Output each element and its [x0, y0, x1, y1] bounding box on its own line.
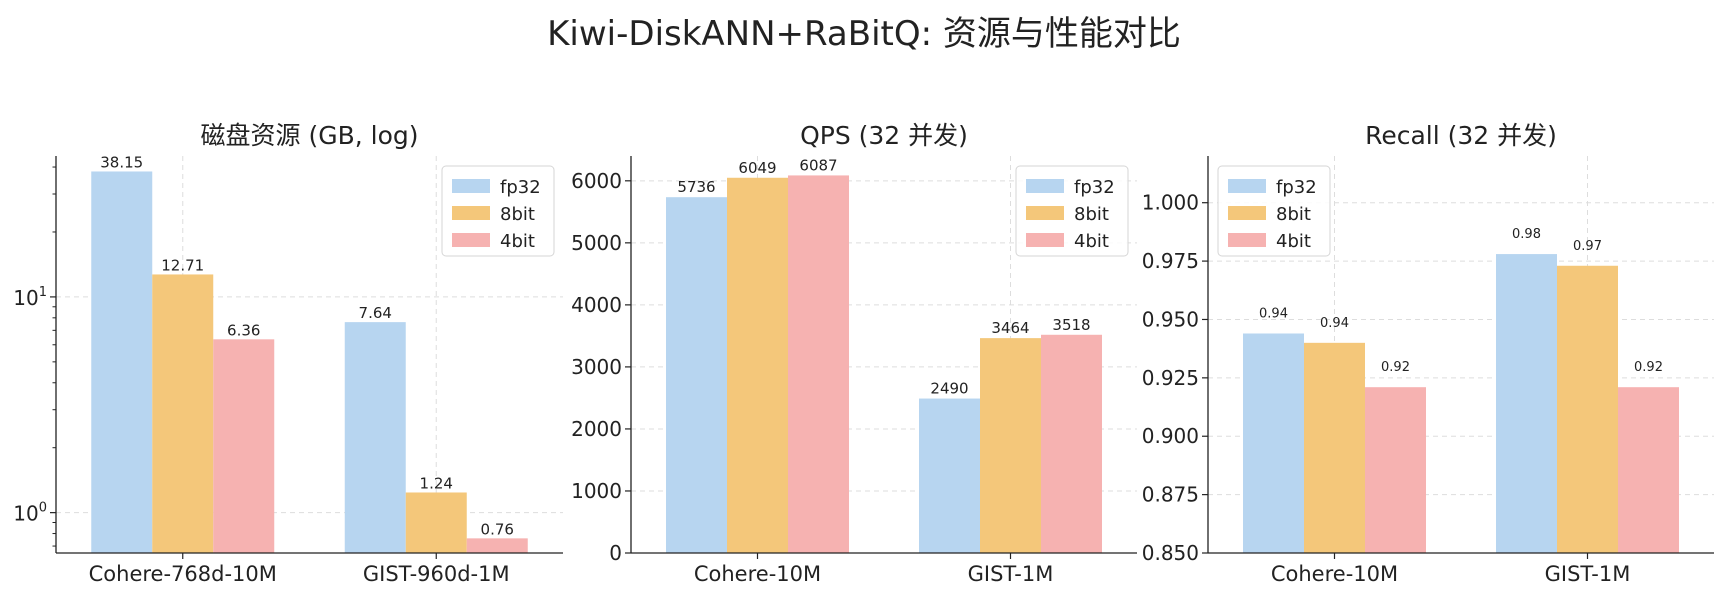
data-label: 2490	[930, 380, 968, 398]
y-tick-label: 100	[13, 501, 47, 526]
data-label: 0.76	[481, 520, 514, 538]
data-label: 0.92	[1381, 360, 1410, 375]
data-label: 0.97	[1573, 239, 1602, 254]
data-label: 5736	[677, 178, 715, 196]
data-label: 3518	[1052, 316, 1090, 334]
bar-8bit	[727, 177, 788, 554]
data-label: 0.92	[1634, 360, 1663, 375]
bar-8bit	[1304, 342, 1365, 553]
legend-label: fp32	[1276, 177, 1317, 198]
bar-fp32	[666, 197, 727, 553]
data-label: 6087	[799, 156, 837, 174]
y-tick-label: 2000	[571, 417, 622, 441]
y-tick-label: 0	[609, 541, 622, 565]
chart-title: Recall (32 并发)	[1365, 121, 1557, 150]
bar-fp32	[919, 398, 980, 553]
data-label: 12.71	[161, 256, 204, 274]
legend-swatch-8bit	[452, 206, 490, 220]
data-label: 7.64	[359, 304, 392, 322]
x-tick-label: Cohere-10M	[694, 562, 821, 586]
data-label: 1.24	[420, 474, 453, 492]
bar-fp32	[1496, 254, 1557, 554]
bar-4bit	[1365, 387, 1426, 553]
bar-4bit	[1041, 334, 1102, 553]
x-tick-label: GIST-960d-1M	[363, 562, 510, 586]
legend-label: fp32	[1074, 177, 1115, 198]
legend-swatch-8bit	[1228, 206, 1266, 220]
y-tick-label: 101	[13, 285, 47, 310]
bar-8bit	[152, 274, 214, 553]
legend-swatch-4bit	[1026, 233, 1064, 247]
legend-label: 8bit	[1074, 204, 1109, 225]
bar-fp32	[91, 171, 153, 553]
y-tick-label: 0.975	[1142, 249, 1199, 273]
bar-4bit	[788, 175, 849, 554]
legend-swatch-fp32	[452, 179, 490, 193]
y-tick-label: 0.875	[1142, 483, 1199, 507]
chart-title: 磁盘资源 (GB, log)	[201, 121, 419, 150]
y-tick-label: 0.950	[1142, 307, 1199, 331]
y-tick-label: 0.925	[1142, 366, 1199, 390]
data-label: 6.36	[227, 321, 260, 339]
y-tick-label: 6000	[571, 169, 622, 193]
figure-title: Kiwi-DiskANN+RaBitQ: 资源与性能对比	[547, 14, 1181, 54]
legend-swatch-8bit	[1026, 206, 1064, 220]
legend-swatch-4bit	[1228, 233, 1266, 247]
bar-8bit	[405, 492, 467, 553]
x-tick-label: Cohere-768d-10M	[89, 562, 277, 586]
y-tick-label: 1.000	[1142, 191, 1199, 215]
legend-label: 4bit	[1276, 231, 1311, 252]
data-label: 38.15	[100, 153, 143, 171]
legend-label: 8bit	[500, 204, 535, 225]
bar-fp32	[1243, 333, 1304, 553]
data-label: 0.98	[1512, 227, 1541, 242]
chart-title: QPS (32 并发)	[800, 121, 968, 150]
y-tick-label: 4000	[571, 293, 622, 317]
x-tick-label: Cohere-10M	[1271, 562, 1398, 586]
y-tick-label: 0.850	[1142, 541, 1199, 565]
bar-8bit	[980, 338, 1041, 553]
legend-label: 4bit	[500, 231, 535, 252]
data-label: 6049	[738, 159, 776, 177]
bar-8bit	[1557, 265, 1618, 553]
data-label: 3464	[991, 319, 1029, 337]
legend-label: 8bit	[1276, 204, 1311, 225]
legend-swatch-4bit	[452, 233, 490, 247]
y-tick-label: 0.900	[1142, 424, 1199, 448]
data-label: 0.94	[1259, 306, 1288, 321]
bar-4bit	[466, 538, 528, 553]
x-tick-label: GIST-1M	[1545, 562, 1631, 586]
legend-swatch-fp32	[1026, 179, 1064, 193]
y-tick-label: 1000	[571, 479, 622, 503]
bar-fp32	[344, 322, 406, 553]
legend-label: fp32	[500, 177, 541, 198]
legend-label: 4bit	[1074, 231, 1109, 252]
data-label: 0.94	[1320, 316, 1349, 331]
y-tick-label: 5000	[571, 231, 622, 255]
bar-4bit	[1618, 387, 1679, 553]
y-tick-label: 3000	[571, 355, 622, 379]
bar-4bit	[213, 339, 275, 553]
x-tick-label: GIST-1M	[968, 562, 1054, 586]
legend-swatch-fp32	[1228, 179, 1266, 193]
